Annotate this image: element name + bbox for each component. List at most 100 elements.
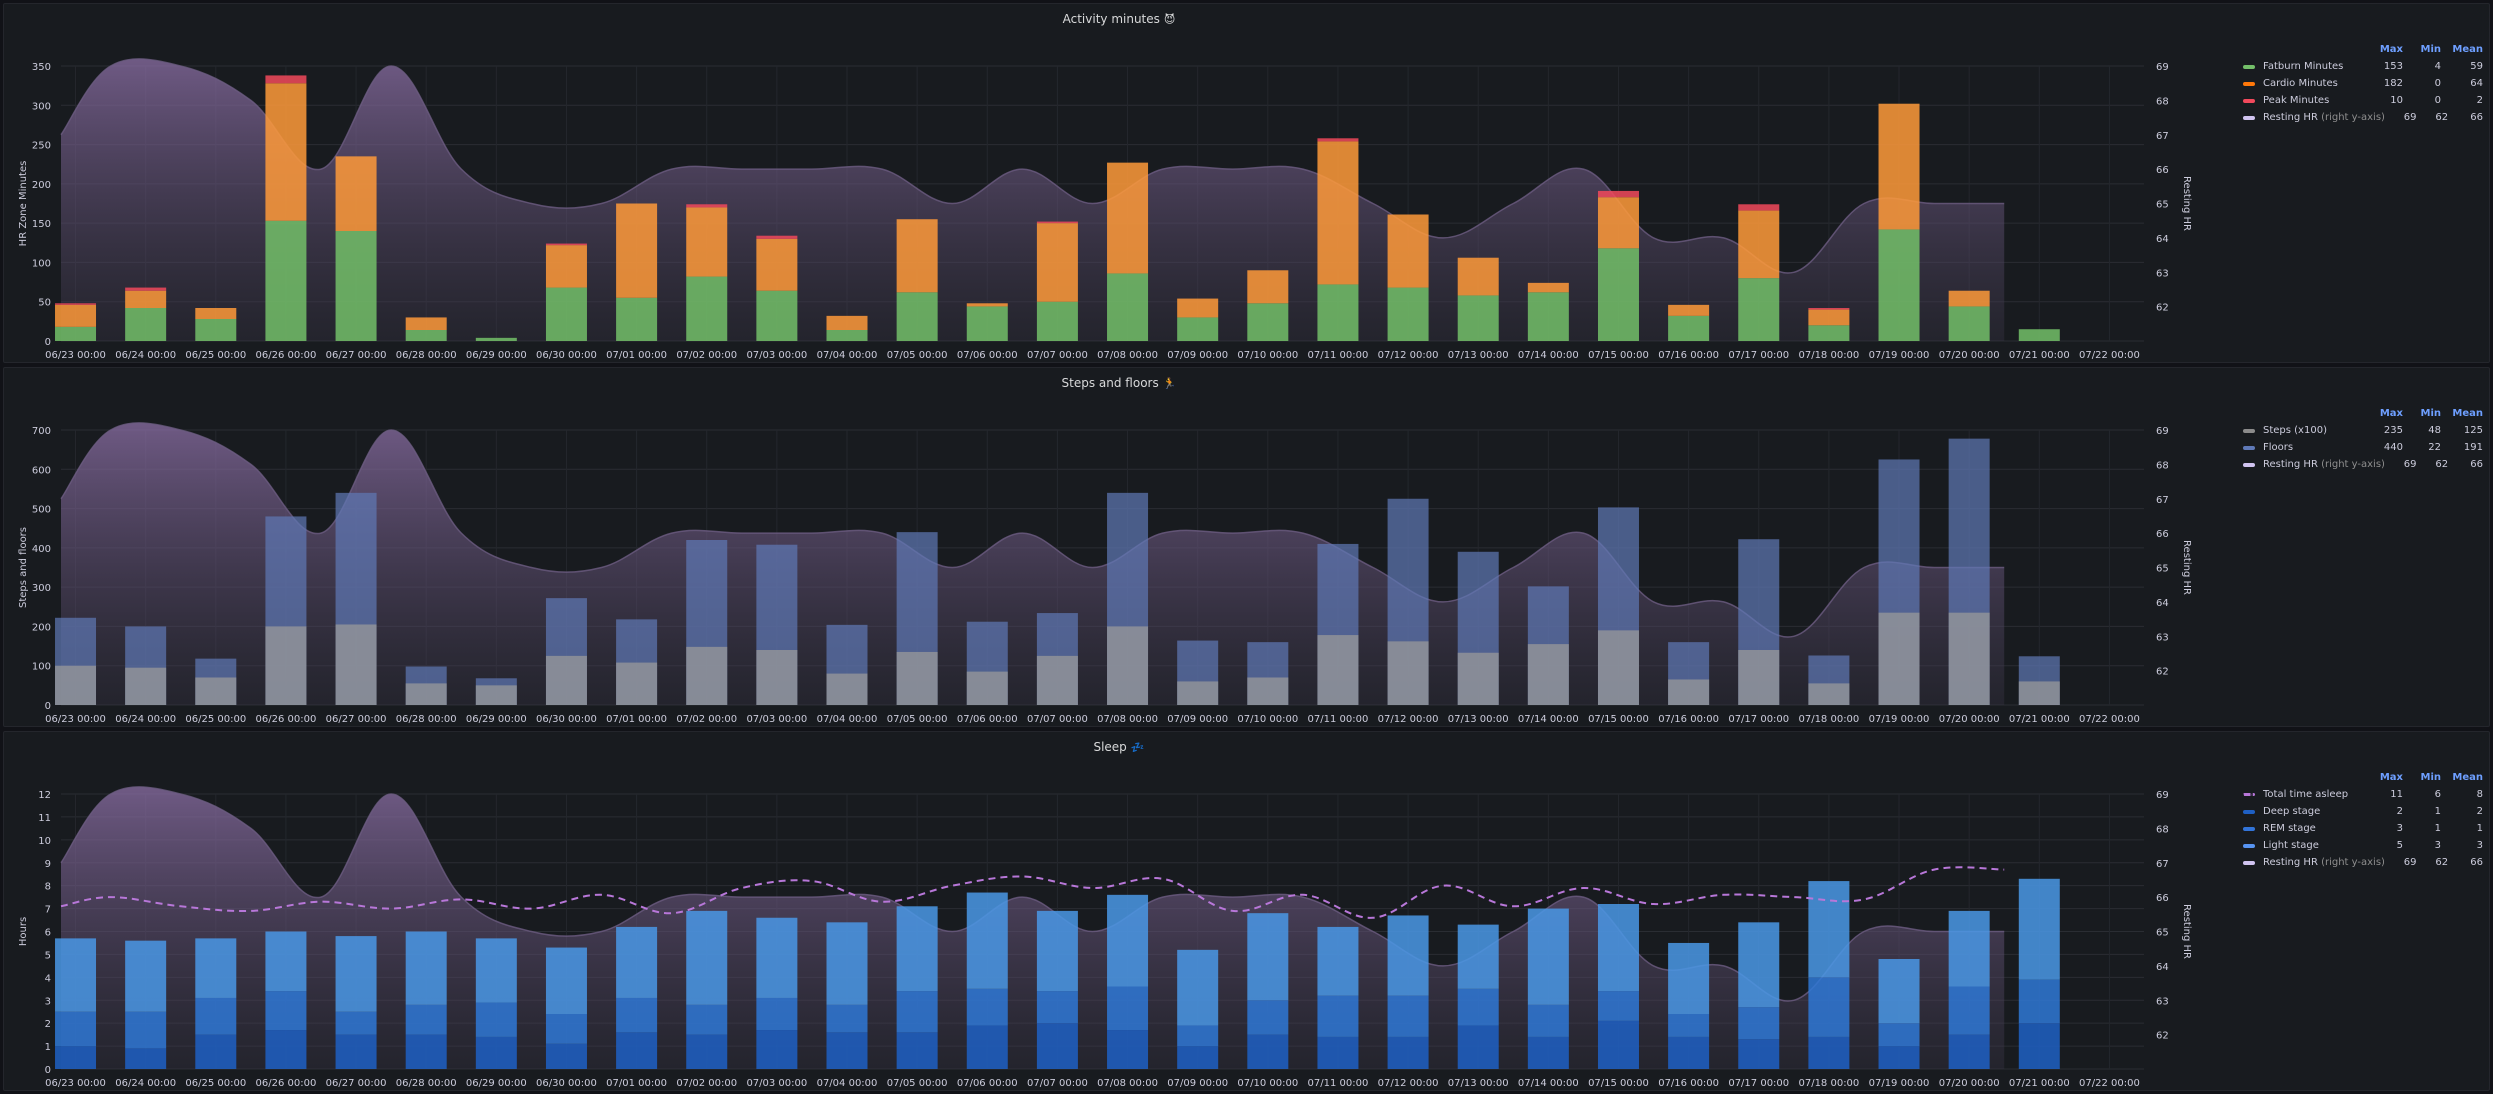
bar-fatburn-minutes — [125, 308, 167, 341]
bar-fatburn-minutes — [1387, 287, 1429, 341]
bar-steps — [1597, 630, 1639, 705]
legend-item[interactable]: REM stage 3 1 1 — [2239, 820, 2485, 837]
legend-header: Max Min Mean — [2239, 768, 2485, 786]
legend-item[interactable]: Floors 440 22 191 — [2239, 439, 2485, 456]
legend-item[interactable]: Steps (x100) 235 48 125 — [2239, 422, 2485, 439]
bar-cardio-minutes — [335, 156, 377, 231]
bar-cardio-minutes — [826, 315, 868, 330]
bar-deep-stage — [1808, 1036, 1850, 1069]
bar-fatburn-minutes — [1107, 273, 1149, 341]
x-tick-label: 07/03 00:00 — [746, 714, 807, 725]
y-tick-label: 300 — [32, 101, 51, 112]
bar-deep-stage — [475, 1036, 517, 1069]
x-tick-label: 07/13 00:00 — [1448, 350, 1509, 361]
bar-light-stage — [616, 926, 658, 998]
x-tick-label: 07/10 00:00 — [1237, 1078, 1298, 1089]
bar-cardio-minutes — [1597, 197, 1639, 249]
legend-header-mean[interactable]: Mean — [2452, 771, 2483, 783]
y-tick-label: 11 — [38, 813, 51, 824]
legend-header-min[interactable]: Min — [2420, 43, 2442, 55]
bar-deep-stage — [1668, 1036, 1710, 1069]
y-tick-label: 700 — [32, 426, 51, 437]
legend-item[interactable]: Total time asleep 11 6 8 — [2239, 786, 2485, 803]
x-tick-label: 06/23 00:00 — [45, 350, 106, 361]
legend-mean-value: 2 — [2476, 806, 2483, 817]
x-tick-label: 06/29 00:00 — [466, 714, 527, 725]
steps-and-floors-chart[interactable]: 0 100 200 300 400 500 600 700 62 63 64 65 66 67 68 69 06… — [4, 368, 2234, 728]
bar-fatburn-minutes — [966, 306, 1008, 341]
bar-peak-minutes — [1738, 204, 1780, 211]
bar-rem-stage — [1036, 991, 1078, 1024]
y-tick-label: 2 — [45, 1019, 51, 1030]
x-tick-label: 07/20 00:00 — [1939, 1078, 2000, 1089]
legend-header-min[interactable]: Min — [2420, 771, 2442, 783]
bar-cardio-minutes — [1107, 162, 1149, 274]
bar-rem-stage — [1597, 991, 1639, 1021]
legend-header-mean[interactable]: Mean — [2452, 407, 2483, 419]
legend-item[interactable]: Peak Minutes 10 0 2 — [2239, 92, 2485, 109]
panel-title[interactable]: Activity minutes 😈 — [4, 4, 2234, 35]
bar-steps — [686, 646, 728, 705]
legend-header: Max Min Mean — [2239, 40, 2485, 58]
bar-cardio-minutes — [1948, 290, 1990, 307]
x-tick-label: 07/10 00:00 — [1237, 350, 1298, 361]
legend-item[interactable]: Resting HR (right y-axis) 69 62 66 — [2239, 854, 2485, 871]
x-tick-label: 06/24 00:00 — [115, 1078, 176, 1089]
legend-series-name: Peak Minutes — [2263, 95, 2330, 106]
bar-steps — [55, 665, 97, 705]
legend-header-max[interactable]: Max — [2379, 43, 2403, 55]
x-tick-label: 06/26 00:00 — [256, 1078, 317, 1089]
legend-item[interactable]: Light stage 5 3 3 — [2239, 837, 2485, 854]
bar-deep-stage — [125, 1048, 167, 1069]
bar-cardio-minutes — [545, 245, 587, 288]
x-tick-label: 07/03 00:00 — [746, 350, 807, 361]
legend-series-name: Fatburn Minutes — [2263, 61, 2344, 72]
activity-minutes-chart[interactable]: 0 50 100 150 200 250 300 350 62 63 64 65 66 67 68 69 06/… — [4, 4, 2234, 364]
legend-item[interactable]: Deep stage 2 1 2 — [2239, 803, 2485, 820]
bar-fatburn-minutes — [195, 319, 237, 341]
legend-series-name: Resting HR (right y-axis) — [2263, 857, 2385, 868]
legend-item[interactable]: Resting HR (right y-axis) 69 62 66 — [2239, 109, 2485, 126]
legend-item[interactable]: Resting HR (right y-axis) 69 62 66 — [2239, 456, 2485, 473]
legend-header-min[interactable]: Min — [2420, 407, 2442, 419]
bar-light-stage — [1738, 922, 1780, 1008]
bar-rem-stage — [1738, 1007, 1780, 1040]
legend-header-max[interactable]: Max — [2379, 771, 2403, 783]
y-tick-label: 0 — [45, 1065, 51, 1076]
bar-fatburn-minutes — [1527, 292, 1569, 341]
y-tick-label: 1 — [45, 1042, 51, 1053]
bar-light-stage — [966, 892, 1008, 989]
legend-item[interactable]: Cardio Minutes 182 0 64 — [2239, 75, 2485, 92]
bar-light-stage — [1317, 926, 1359, 996]
x-tick-label: 07/09 00:00 — [1167, 714, 1228, 725]
bar-rem-stage — [896, 991, 938, 1033]
bar-cardio-minutes — [1808, 309, 1850, 326]
legend-max-value: 10 — [2390, 95, 2403, 106]
legend-max-value: 182 — [2383, 78, 2403, 89]
x-tick-label: 06/26 00:00 — [256, 714, 317, 725]
x-tick-label: 07/18 00:00 — [1798, 714, 1859, 725]
legend-item[interactable]: Fatburn Minutes 153 4 59 — [2239, 58, 2485, 75]
bar-steps — [1668, 679, 1710, 705]
bar-fatburn-minutes — [1457, 295, 1499, 341]
x-tick-label: 06/23 00:00 — [45, 714, 106, 725]
legend-header-mean[interactable]: Mean — [2452, 43, 2483, 55]
legend-header-max[interactable]: Max — [2379, 407, 2403, 419]
panel-title[interactable]: Steps and floors 🏃 — [4, 368, 2234, 399]
bar-steps — [2018, 681, 2060, 705]
x-tick-label: 07/03 00:00 — [746, 1078, 807, 1089]
bar-steps — [1387, 641, 1429, 705]
bar-cardio-minutes — [1177, 298, 1219, 318]
legend-min-value: 48 — [2428, 425, 2441, 436]
x-tick-label: 07/06 00:00 — [957, 350, 1018, 361]
x-tick-label: 07/07 00:00 — [1027, 350, 1088, 361]
legend-series-name: Resting HR (right y-axis) — [2263, 112, 2385, 123]
bar-fatburn-minutes — [1738, 278, 1780, 341]
panel-title[interactable]: Sleep 💤 — [4, 732, 2234, 763]
x-tick-label: 06/30 00:00 — [536, 350, 597, 361]
bar-peak-minutes — [545, 243, 587, 246]
y2-tick-label: 66 — [2156, 529, 2169, 540]
bar-steps — [1036, 655, 1078, 705]
y2-tick-label: 62 — [2156, 303, 2169, 314]
